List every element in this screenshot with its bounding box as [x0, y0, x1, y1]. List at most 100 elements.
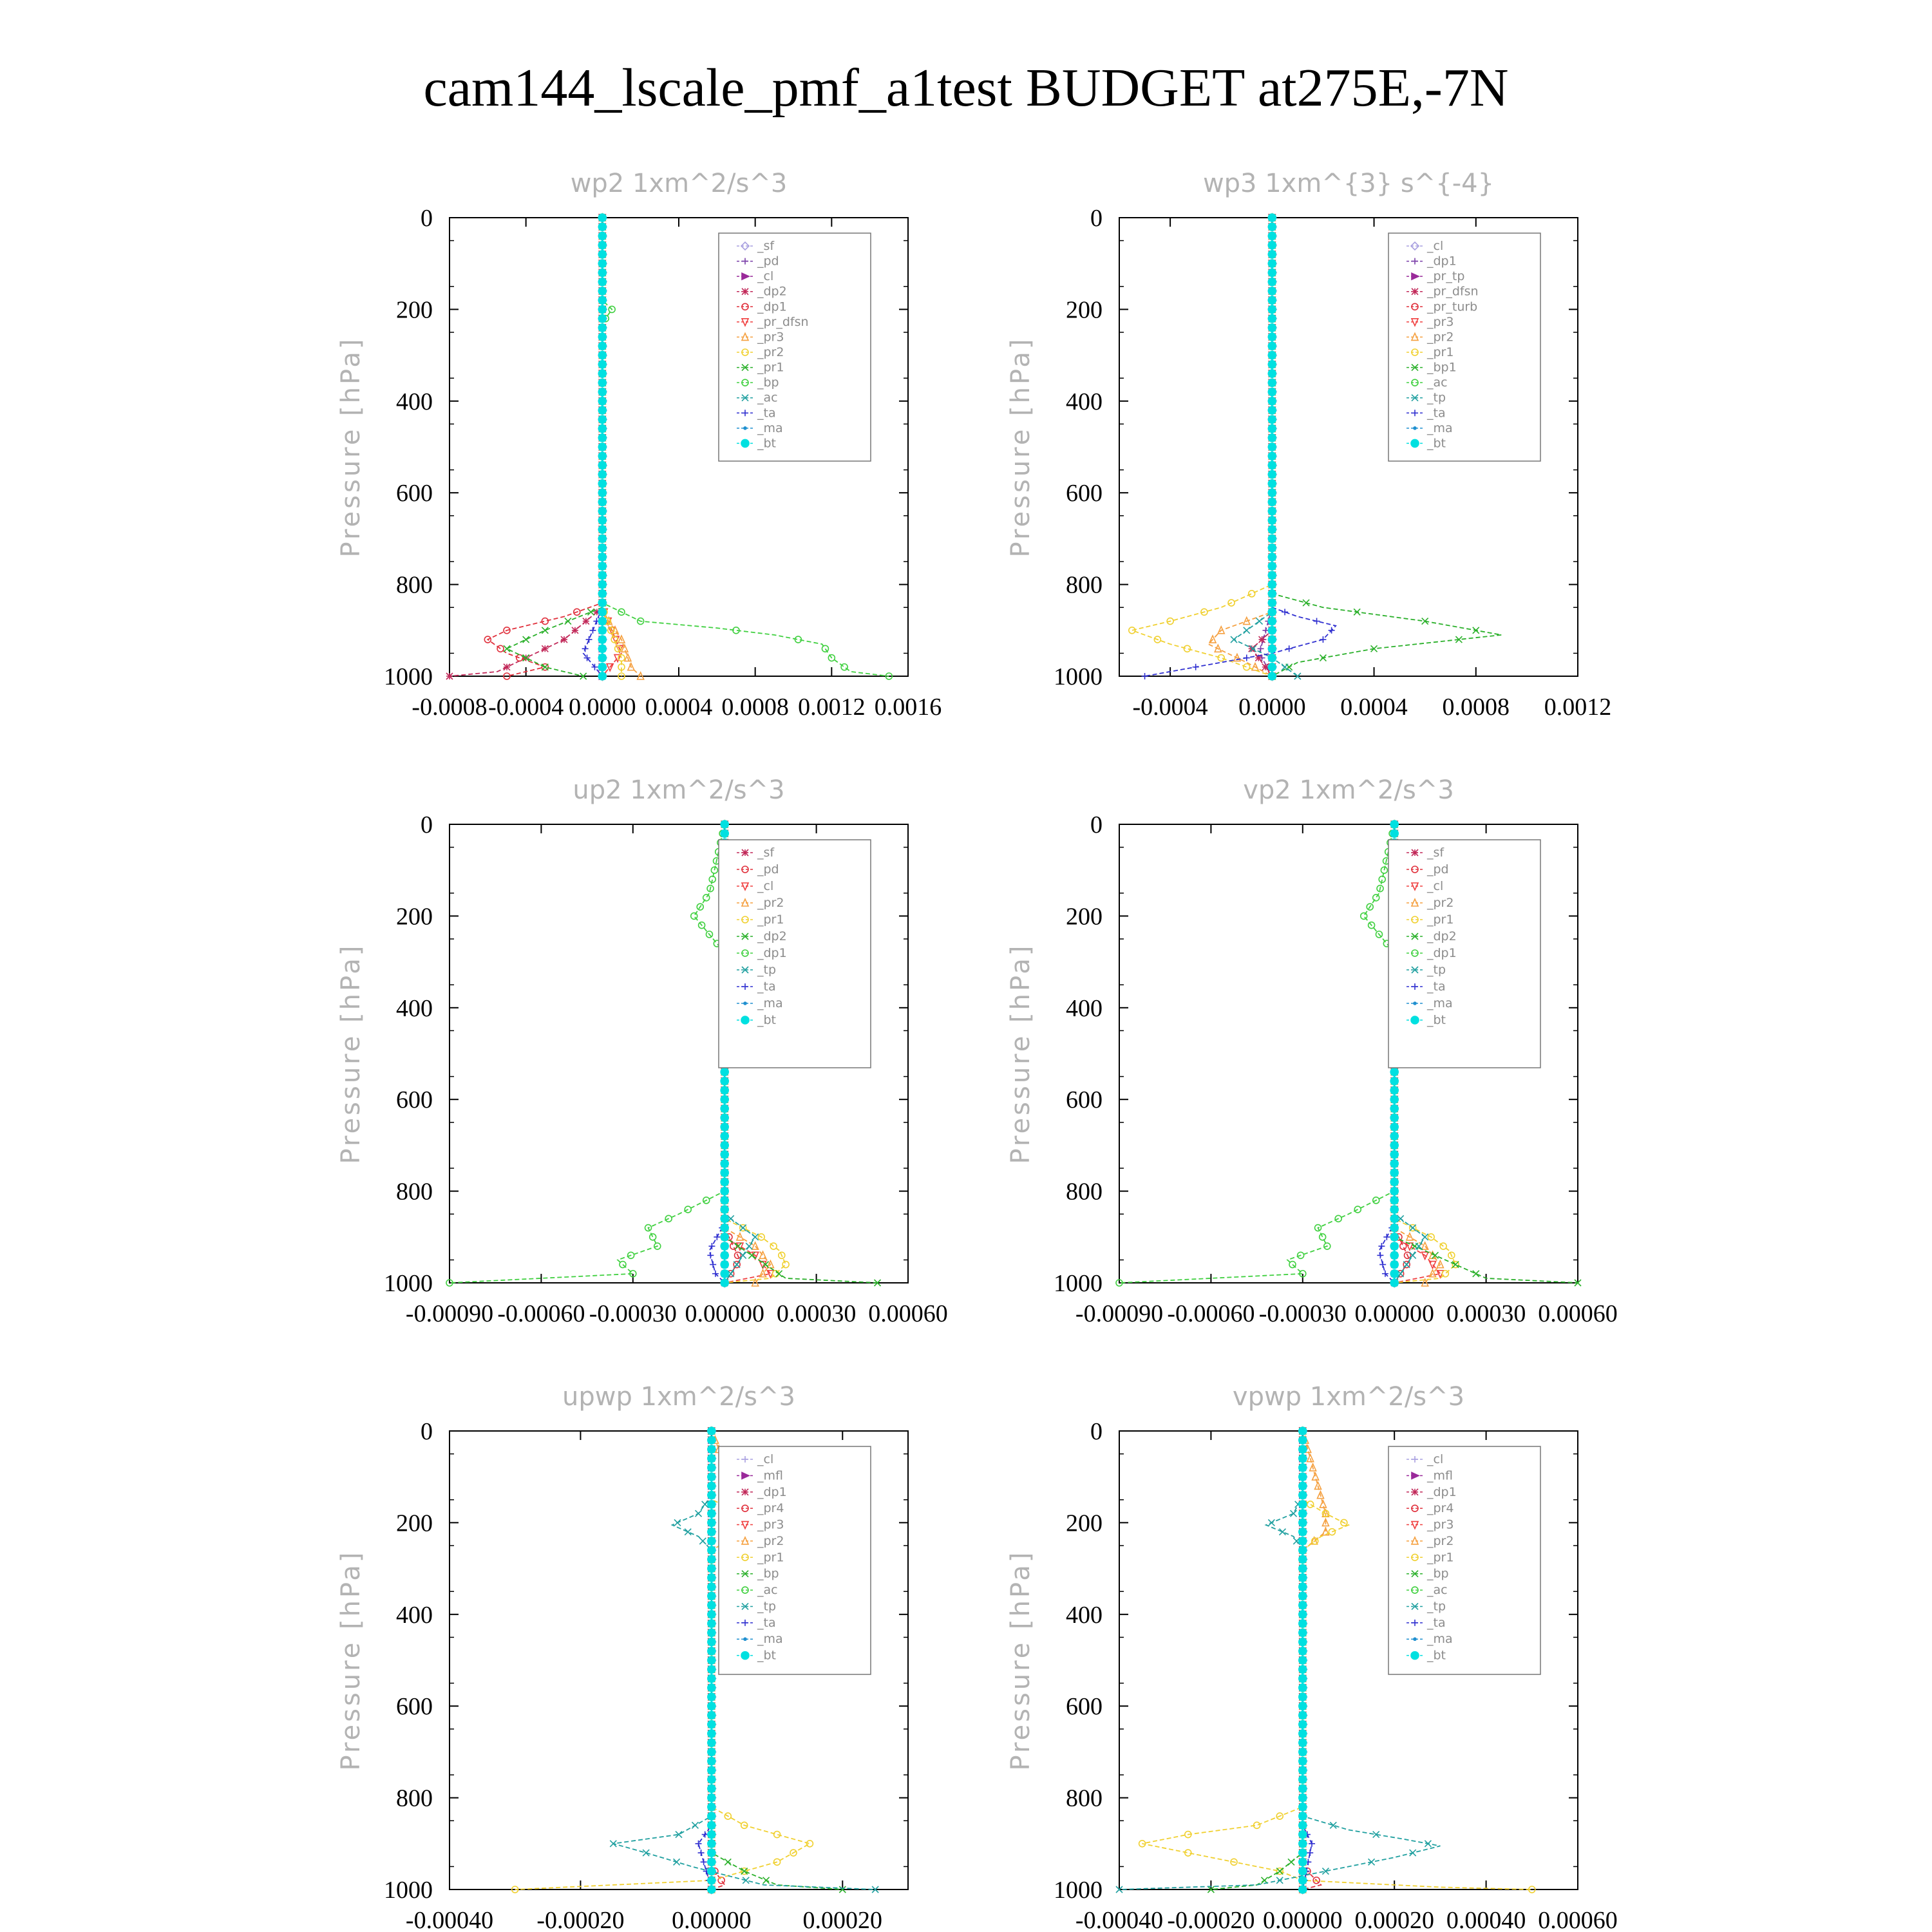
- series-point: [707, 1775, 716, 1784]
- y-tick-label: 1000: [1054, 1270, 1103, 1297]
- series-point: [598, 433, 607, 442]
- series-point: [1267, 442, 1277, 451]
- legend-marker: [1411, 1488, 1419, 1496]
- series-point: [636, 671, 645, 680]
- series-point: [598, 360, 607, 369]
- series-point: [734, 1242, 742, 1250]
- series-point: [734, 1251, 742, 1260]
- series-point: [1298, 1665, 1307, 1674]
- legend-entry: _ma: [1426, 421, 1453, 435]
- series-point: [1390, 820, 1399, 829]
- y-tick-label: 200: [396, 1510, 433, 1537]
- series-point: [598, 424, 607, 433]
- series-point: [707, 1857, 716, 1867]
- legend-marker: [1410, 1016, 1419, 1025]
- series-point: [1255, 617, 1264, 625]
- series-point: [1383, 1233, 1390, 1240]
- series-point: [1298, 1426, 1307, 1435]
- series-point: [739, 1224, 747, 1232]
- series-point: [1267, 534, 1277, 544]
- legend-entry: _pr1: [1426, 913, 1454, 927]
- series-point: [1390, 1132, 1399, 1141]
- legend-entry: _cl: [757, 1452, 773, 1466]
- legend-entry: _cl: [757, 879, 773, 893]
- series-point: [1298, 1710, 1307, 1720]
- series-point: [1289, 1510, 1298, 1517]
- y-tick-label: 0: [421, 1418, 433, 1445]
- series-point: [484, 636, 492, 643]
- series-point: [1298, 1885, 1307, 1894]
- series-point: [720, 1223, 729, 1233]
- y-tick-label: 600: [396, 480, 433, 507]
- series-point: [707, 1885, 716, 1894]
- series-point: [697, 1850, 705, 1857]
- legend-entry: _pd: [757, 254, 779, 269]
- series-point: [583, 654, 591, 661]
- series-point: [1282, 609, 1289, 616]
- plot-frame: [1119, 217, 1578, 677]
- series-point: [1298, 1582, 1307, 1591]
- y-axis-label: Pressure [hPa]: [336, 943, 366, 1164]
- series-point: [707, 1454, 716, 1463]
- series-point: [720, 1205, 729, 1214]
- series-point: [707, 1866, 716, 1876]
- legend-entry: _ac: [757, 391, 778, 405]
- series-point: [1320, 636, 1327, 643]
- series-point: [700, 1859, 707, 1866]
- series-point: [702, 1197, 710, 1204]
- series-point: [598, 287, 607, 296]
- series-point: [598, 635, 607, 644]
- legend-entry: _pr_dfsn: [1426, 285, 1479, 299]
- series-point: [714, 1233, 721, 1240]
- series-point: [1298, 1646, 1307, 1656]
- y-tick-label: 800: [396, 572, 433, 599]
- series-point: [1390, 1150, 1399, 1159]
- series-point: [1441, 1269, 1450, 1278]
- series-point: [649, 1233, 657, 1241]
- series-pr1: [1128, 214, 1276, 680]
- legend: _cl _mfl _dp1 _pr4 _pr3 _pr2 _pr1 _bp _ac _tp _ta _…: [718, 1446, 871, 1675]
- series-line: [1271, 218, 1502, 677]
- legend-entry: _tp: [757, 1599, 776, 1613]
- y-tick-label: 200: [1066, 296, 1103, 323]
- y-tick-label: 200: [1066, 903, 1103, 930]
- series-point: [1257, 645, 1264, 652]
- legend-entry: _pr2: [757, 896, 784, 910]
- series-point: [1247, 590, 1256, 598]
- series-line: [505, 218, 603, 677]
- series-line: [1211, 1431, 1303, 1890]
- legend-entry: _bt: [1426, 436, 1446, 450]
- series-point: [684, 1206, 692, 1213]
- legend-entry: _bp1: [1426, 361, 1457, 375]
- series-point: [589, 627, 596, 634]
- series-point: [598, 497, 607, 507]
- series-point: [1328, 627, 1335, 634]
- series-point: [1298, 1444, 1307, 1454]
- legend-marker: [742, 410, 748, 417]
- legend-entry: _pr3: [1426, 315, 1454, 329]
- series-point: [1285, 645, 1293, 652]
- series-point: [712, 1270, 719, 1277]
- series-point: [720, 1233, 729, 1242]
- series-point: [1390, 1242, 1399, 1251]
- series-point: [1267, 222, 1277, 232]
- series-point: [598, 589, 607, 598]
- series-point: [707, 1600, 716, 1610]
- series-point: [707, 1683, 716, 1692]
- series-point: [598, 479, 607, 488]
- series-point: [1421, 1233, 1429, 1241]
- legend-marker: [741, 379, 749, 386]
- series-point: [1251, 661, 1260, 671]
- legend-entry: _ma: [1426, 996, 1453, 1010]
- series-point: [710, 1261, 717, 1268]
- legend-marker: [1410, 318, 1419, 327]
- legend-entry: _sf: [757, 239, 775, 253]
- series-point: [609, 1840, 617, 1848]
- series-point: [1267, 305, 1277, 314]
- series-point: [1294, 672, 1302, 680]
- series-point: [1208, 634, 1217, 643]
- series-point: [828, 654, 836, 662]
- y-tick-label: 600: [396, 1693, 433, 1720]
- series-tp: [1230, 214, 1302, 680]
